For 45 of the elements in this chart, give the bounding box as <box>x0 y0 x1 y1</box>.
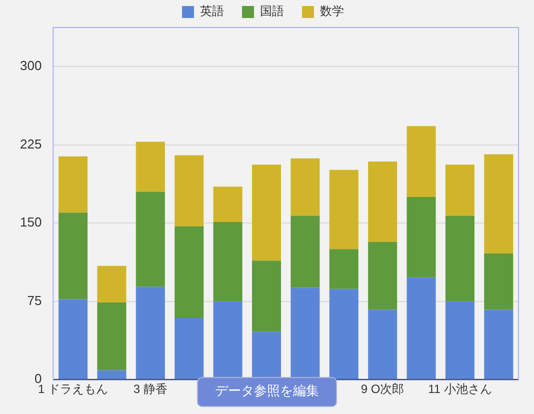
bar <box>58 299 88 380</box>
bar <box>136 192 165 287</box>
bar <box>329 288 358 380</box>
bar <box>484 310 514 380</box>
y-tick-label: 225 <box>20 136 42 152</box>
x-tick-label: 11 小池さん <box>428 382 492 396</box>
bar <box>406 277 436 380</box>
bar <box>484 154 514 254</box>
bar <box>329 249 358 289</box>
bar <box>97 370 126 380</box>
bar <box>406 126 436 198</box>
bar <box>213 186 242 222</box>
bar <box>252 260 282 332</box>
bar <box>368 242 398 310</box>
bar <box>406 197 436 278</box>
bar <box>213 222 242 302</box>
bar <box>97 302 126 370</box>
bar <box>174 226 204 318</box>
bar <box>484 253 514 310</box>
y-tick-label: 75 <box>27 292 42 308</box>
x-tick-label: 3 静香 <box>133 382 168 396</box>
bar <box>174 155 204 226</box>
text: データ参照を編集 <box>197 377 337 407</box>
x-tick-label: 1 ドラえもん <box>38 382 108 396</box>
y-tick-label: 300 <box>20 58 42 74</box>
y-tick-label: 150 <box>20 214 42 230</box>
bar <box>136 142 165 192</box>
bar <box>252 164 282 261</box>
bar <box>290 216 320 288</box>
bar <box>136 286 165 380</box>
bar <box>445 216 474 302</box>
bar <box>368 310 398 380</box>
legend-label: 国語 <box>260 4 284 18</box>
bar <box>58 212 88 300</box>
bar <box>445 164 474 216</box>
bar <box>58 156 88 213</box>
bar <box>368 162 398 242</box>
bar <box>97 266 126 302</box>
legend-label: 数学 <box>320 4 344 18</box>
legend-label: 英語 <box>200 4 224 18</box>
bar <box>329 170 358 250</box>
x-tick-label: 9 O次郎 <box>360 382 404 396</box>
bar <box>290 158 320 216</box>
bar <box>445 301 474 380</box>
bar <box>174 318 204 380</box>
